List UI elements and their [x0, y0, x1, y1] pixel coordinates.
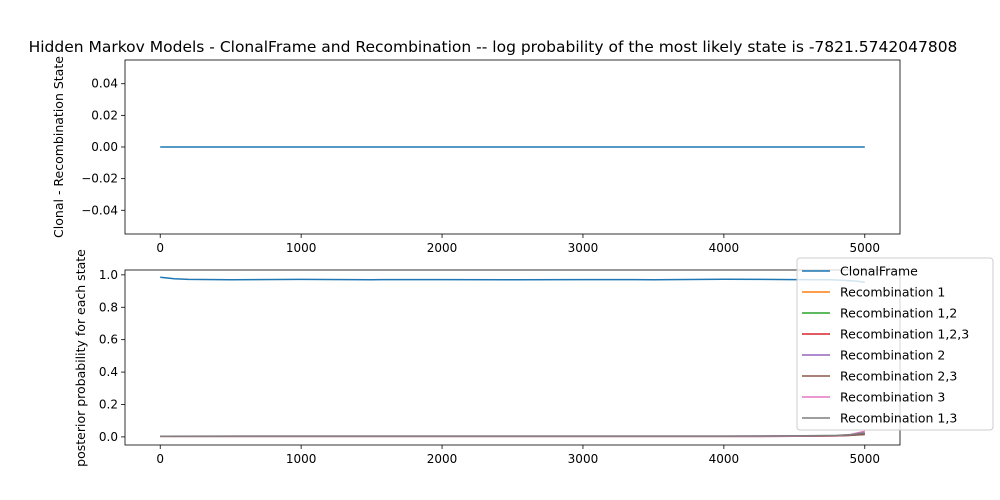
top-xtick-label: 3000	[568, 241, 599, 255]
legend-frame	[796, 257, 994, 431]
chart-title: Hidden Markov Models - ClonalFrame and R…	[29, 38, 958, 56]
top-xtick-label: 2000	[427, 241, 458, 255]
bottom-ytick-label: 0.4	[99, 365, 118, 379]
bottom-xtick-label: 3000	[568, 452, 599, 466]
bottom-xtick-label: 4000	[709, 452, 740, 466]
bottom-axes-frame	[124, 269, 901, 446]
top-plot: 0 1000 2000 3000 4000 5000 0.04 0.02 0.00 −0.02 −0…	[81, 59, 901, 255]
top-ytick-label: 0.00	[91, 140, 118, 154]
bottom-xtick-label: 5000	[849, 452, 880, 466]
legend-entry-label: ClonalFrame	[840, 264, 918, 279]
legend-entry-label: Recombination 3	[840, 390, 945, 405]
bottom-plot: 0 1000 2000 3000 4000 5000 1.0 0.8 0.6 0.4 0.2 0.0	[99, 268, 901, 466]
top-xtick-label: 5000	[849, 241, 880, 255]
legend: ClonalFrame Recombination 1 Recombination …	[796, 257, 994, 431]
bottom-xtick-label: 2000	[427, 452, 458, 466]
legend-entry-label: Recombination 1,2,3	[840, 327, 969, 342]
bottom-ytick-label: 0.0	[99, 430, 118, 444]
bottom-xtick-label: 0	[156, 452, 164, 466]
legend-entry-label: Recombination 1,3	[840, 411, 957, 426]
top-plot-ylabel: Clonal - Recombination State	[51, 56, 66, 238]
bottom-ytick-label: 0.6	[99, 333, 118, 347]
legend-entry-label: Recombination 2	[840, 348, 945, 363]
top-xtick-label: 4000	[709, 241, 740, 255]
legend-entry-label: Recombination 1	[840, 285, 945, 300]
bottom-series-line-0	[160, 276, 865, 283]
bottom-ytick-label: 1.0	[99, 268, 118, 282]
top-ytick-label: −0.02	[81, 172, 118, 186]
top-ytick-label: 0.04	[91, 77, 118, 91]
bottom-xtick-label: 1000	[286, 452, 317, 466]
bottom-plot-ylabel: posterior probability for each state	[73, 249, 88, 467]
legend-entry-label: Recombination 1,2	[840, 306, 957, 321]
top-ytick-label: 0.02	[91, 108, 118, 122]
bottom-ytick-label: 0.2	[99, 397, 118, 411]
bottom-ytick-label: 0.8	[99, 300, 118, 314]
top-xtick-label: 0	[156, 241, 164, 255]
top-xtick-label: 1000	[286, 241, 317, 255]
legend-entry-label: Recombination 2,3	[840, 369, 957, 384]
bottom-series-line-7	[160, 432, 865, 438]
top-ytick-label: −0.04	[81, 203, 118, 217]
